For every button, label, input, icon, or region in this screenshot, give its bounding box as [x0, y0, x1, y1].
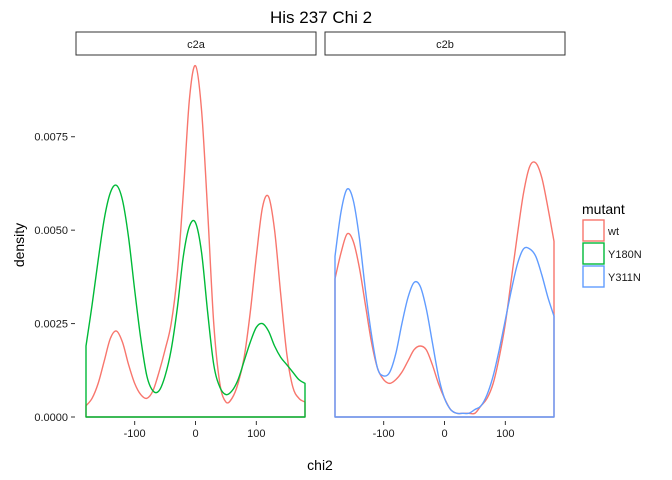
- legend-key-y311n: [582, 265, 605, 288]
- chart-title: His 237 Chi 2: [270, 8, 372, 27]
- strip-c2a-label: c2a: [187, 39, 206, 51]
- panel-c2a: [85, 65, 306, 418]
- y-tick-label: 0.0050: [34, 225, 68, 237]
- panel-c2b: [334, 161, 555, 418]
- y-axis-label: density: [11, 223, 27, 267]
- x-tick-label: 100: [496, 428, 514, 440]
- strip-c2b: c2b: [324, 31, 566, 56]
- strip-c2a: c2a: [75, 31, 317, 56]
- y-tick-label: 0.0075: [34, 132, 68, 144]
- legend-title: mutant: [582, 201, 625, 217]
- density-line-y311n: [334, 187, 555, 418]
- legend: mutant wt Y180N Y311N: [582, 201, 642, 288]
- legend-label-y180n: Y180N: [608, 249, 642, 261]
- x-tick-label: 0: [192, 428, 198, 440]
- y-tick-label: 0.0025: [34, 319, 68, 331]
- x-axis-label: chi2: [307, 457, 333, 473]
- x-axis-c2a: -100 0 100: [124, 421, 266, 440]
- density-line-wt: [85, 65, 306, 418]
- x-tick-label: 0: [441, 428, 447, 440]
- legend-label-y311n: Y311N: [608, 272, 641, 284]
- y-tick-label: 0.0000: [34, 412, 68, 424]
- legend-key-wt: [582, 219, 605, 242]
- legend-label-wt: wt: [607, 226, 619, 238]
- strip-c2b-box: [324, 31, 566, 56]
- x-axis-c2b: -100 0 100: [373, 421, 515, 440]
- x-tick-label: -100: [373, 428, 395, 440]
- density-line-wt: [334, 161, 555, 418]
- strip-c2a-box: [75, 31, 317, 56]
- x-tick-label: 100: [247, 428, 265, 440]
- x-tick-label: -100: [124, 428, 146, 440]
- density-line-y180n: [85, 184, 306, 418]
- y-axis: 0.0000 0.0025 0.0050 0.0075: [34, 132, 75, 424]
- strip-c2b-label: c2b: [436, 39, 454, 51]
- legend-key-y180n: [582, 242, 605, 265]
